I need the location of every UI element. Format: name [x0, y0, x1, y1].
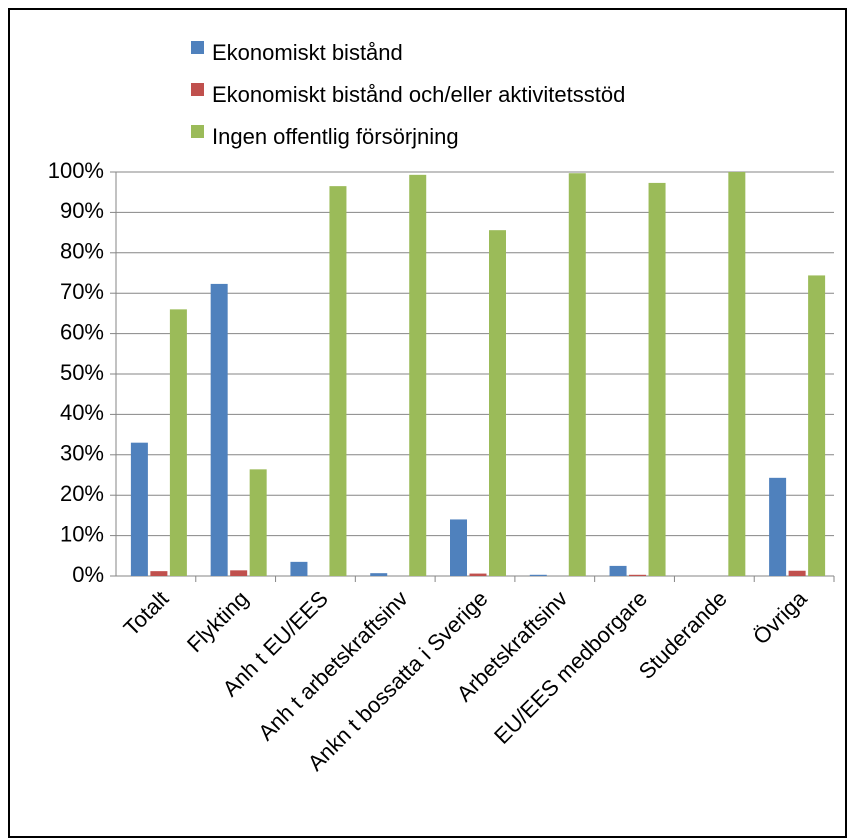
bar-2-3 — [409, 174, 427, 576]
bar-2-2 — [329, 186, 347, 576]
y-tick-label: 20% — [60, 481, 104, 506]
chart-frame: Ekonomiskt bistånd Ekonomiskt bistånd och… — [8, 8, 847, 838]
bar-2-7 — [728, 172, 746, 576]
legend-label-1: Ekonomiskt bistånd och/eller aktivitetss… — [212, 82, 625, 107]
bar-2-4 — [489, 230, 506, 576]
category-label: EU/EES medborgare — [489, 586, 652, 749]
legend-label-0: Ekonomiskt bistånd — [212, 40, 403, 65]
y-tick-label: 10% — [60, 521, 104, 546]
y-tick-label: 80% — [60, 239, 104, 264]
bar-chart: Ekonomiskt bistånd Ekonomiskt bistånd och… — [48, 40, 835, 776]
y-tick-label: 0% — [72, 562, 104, 587]
bar-2-6 — [648, 182, 666, 576]
category-label: Totalt — [119, 586, 174, 641]
bar-2-0 — [169, 309, 187, 576]
legend-swatch-0 — [191, 41, 204, 54]
bar-2-8 — [808, 275, 826, 576]
bar-0-0 — [130, 442, 148, 576]
category-label: Övriga — [748, 585, 812, 649]
y-tick-label: 70% — [60, 279, 104, 304]
bar-0-8 — [769, 477, 787, 576]
bar-1-4 — [469, 573, 487, 576]
bar-1-6 — [629, 574, 647, 576]
bar-0-2 — [290, 561, 308, 576]
bar-1-0 — [150, 571, 168, 576]
y-tick-label: 30% — [60, 441, 104, 466]
legend-swatch-2 — [191, 125, 204, 138]
bar-0-3 — [370, 573, 388, 576]
bar-0-4 — [450, 519, 467, 576]
y-tick-label: 50% — [60, 360, 104, 385]
bar-0-1 — [210, 283, 228, 576]
bar-2-1 — [249, 469, 267, 576]
legend-swatch-1 — [191, 83, 204, 96]
category-label: Flykting — [182, 586, 253, 657]
y-tick-label: 90% — [60, 198, 104, 223]
y-tick-label: 100% — [48, 158, 104, 183]
category-label: Anh t arbetskraftsinv — [253, 586, 412, 745]
bar-1-8 — [788, 570, 806, 576]
bar-0-6 — [609, 565, 627, 576]
legend-label-2: Ingen offentlig försörjning — [212, 124, 459, 149]
y-tick-label: 60% — [60, 319, 104, 344]
bar-1-1 — [230, 570, 248, 576]
y-tick-label: 40% — [60, 400, 104, 425]
bar-2-5 — [568, 173, 586, 576]
bar-0-5 — [529, 574, 547, 576]
